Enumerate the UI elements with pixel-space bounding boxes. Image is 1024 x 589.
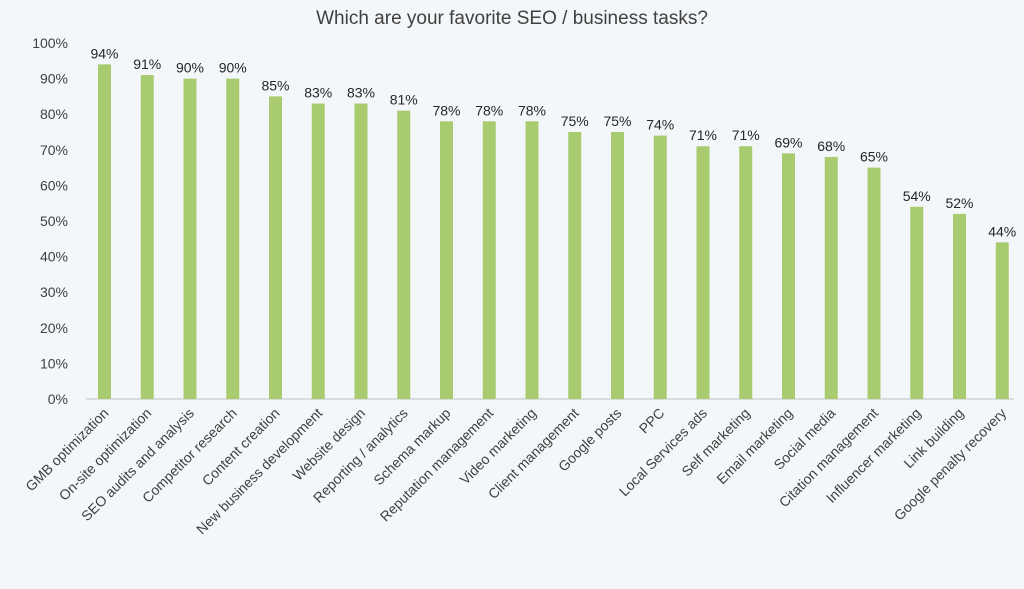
bar bbox=[98, 64, 111, 400]
data-label: 78% bbox=[518, 102, 546, 118]
bar bbox=[910, 206, 924, 399]
bar bbox=[269, 96, 282, 400]
bar bbox=[867, 167, 881, 399]
bar bbox=[953, 213, 966, 399]
data-label: 85% bbox=[261, 77, 289, 93]
bar bbox=[482, 121, 496, 399]
data-label: 65% bbox=[860, 149, 888, 165]
y-tick-label: 20% bbox=[40, 320, 68, 336]
data-label: 83% bbox=[304, 85, 332, 101]
data-label: 75% bbox=[561, 113, 589, 129]
bar bbox=[995, 242, 1009, 399]
x-tick-label: Video marketing bbox=[456, 405, 539, 488]
data-label: 91% bbox=[133, 56, 161, 72]
bar bbox=[226, 78, 240, 399]
y-tick-label: 100% bbox=[32, 35, 68, 51]
data-labels: 94% 91% 90% 90% 85% 83% 83% 81% 78% 78% 78% 75% 75% 7… bbox=[90, 45, 1016, 239]
y-axis-ticks: 0% 10% 20% 30% 40% 50% 60% 70% 80% 90% 100% bbox=[32, 35, 68, 407]
data-label: 75% bbox=[603, 113, 631, 129]
bar bbox=[354, 103, 368, 400]
data-label: 69% bbox=[774, 134, 802, 150]
chart-title: Which are your favorite SEO / business t… bbox=[316, 8, 708, 29]
y-tick-label: 70% bbox=[40, 142, 68, 158]
y-tick-label: 10% bbox=[40, 355, 68, 371]
bar bbox=[611, 132, 624, 399]
bar bbox=[397, 110, 411, 399]
data-label: 83% bbox=[347, 85, 375, 101]
data-label: 78% bbox=[432, 102, 460, 118]
data-label: 71% bbox=[689, 127, 717, 143]
x-tick-label: PPC bbox=[636, 405, 668, 437]
data-label: 94% bbox=[90, 45, 118, 61]
bar bbox=[568, 132, 582, 399]
y-tick-label: 30% bbox=[40, 284, 68, 300]
data-label: 68% bbox=[817, 138, 845, 154]
y-tick-label: 0% bbox=[48, 391, 68, 407]
bar bbox=[739, 146, 753, 399]
data-label: 90% bbox=[219, 60, 247, 76]
data-label: 44% bbox=[988, 223, 1016, 239]
y-tick-label: 40% bbox=[40, 249, 68, 265]
y-tick-label: 90% bbox=[40, 71, 68, 87]
y-tick-label: 80% bbox=[40, 106, 68, 122]
data-label: 52% bbox=[945, 195, 973, 211]
bar bbox=[696, 146, 710, 399]
bar bbox=[525, 121, 539, 399]
x-tick-label: Content creation bbox=[199, 405, 283, 489]
bars bbox=[98, 64, 1009, 400]
bar bbox=[183, 78, 197, 399]
data-label: 74% bbox=[646, 117, 674, 133]
x-tick-label: Schema markup bbox=[370, 405, 454, 489]
data-label: 78% bbox=[475, 102, 503, 118]
data-label: 54% bbox=[903, 188, 931, 204]
bar bbox=[782, 153, 795, 399]
x-tick-label: Email marketing bbox=[713, 405, 795, 487]
data-label: 90% bbox=[176, 60, 204, 76]
data-label: 81% bbox=[390, 92, 418, 108]
bar bbox=[440, 121, 453, 399]
y-tick-label: 60% bbox=[40, 177, 68, 193]
data-label: 71% bbox=[732, 127, 760, 143]
bar bbox=[311, 103, 325, 400]
bar bbox=[824, 156, 838, 399]
bar bbox=[653, 135, 667, 399]
y-tick-label: 50% bbox=[40, 213, 68, 229]
bar bbox=[140, 75, 154, 399]
